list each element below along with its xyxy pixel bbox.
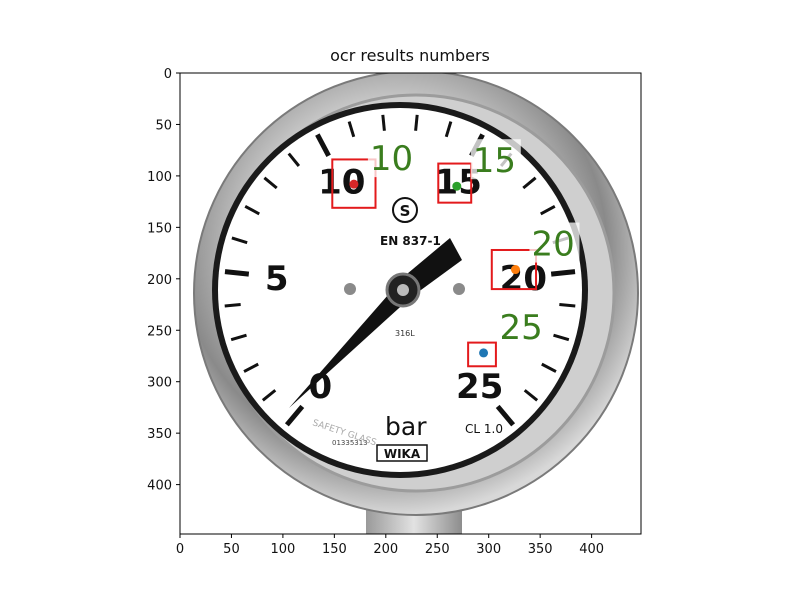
ocr-label: 25 bbox=[500, 308, 543, 348]
y-tick-label: 300 bbox=[147, 376, 172, 391]
dial-minor-tick bbox=[540, 204, 556, 216]
gauge-standard-text: EN 837-1 bbox=[380, 234, 441, 248]
x-tick-label: 300 bbox=[476, 542, 501, 557]
x-tick-label: 400 bbox=[579, 542, 604, 557]
dial-number: 5 bbox=[265, 259, 289, 299]
dial-minor-tick bbox=[287, 152, 301, 167]
dial-minor-tick bbox=[414, 114, 419, 131]
y-tick-label: 100 bbox=[147, 170, 172, 185]
ocr-point bbox=[349, 179, 359, 189]
x-tick-label: 200 bbox=[373, 542, 398, 557]
x-tick-label: 350 bbox=[528, 542, 553, 557]
x-tick-label: 0 bbox=[176, 542, 184, 557]
dial-minor-tick bbox=[381, 114, 386, 131]
ocr-label: 15 bbox=[473, 141, 516, 181]
y-tick-label: 200 bbox=[147, 273, 172, 288]
dial-number: 20 bbox=[500, 259, 547, 299]
brand-logo-letter: S bbox=[400, 202, 411, 220]
dial-screw-left bbox=[344, 283, 356, 295]
dial-major-tick bbox=[315, 133, 331, 157]
brand-logo-text: WIKA bbox=[384, 447, 421, 461]
y-tick-label: 350 bbox=[147, 427, 172, 442]
gauge-image: 0 5 10 15 20 25 S EN 837-1 316L bar CL 1.0 WI… bbox=[193, 73, 639, 534]
ocr-bounding-box bbox=[437, 162, 473, 204]
dial-number: 25 bbox=[456, 367, 503, 407]
dial-minor-tick bbox=[522, 176, 537, 190]
dial-minor-tick bbox=[243, 362, 259, 373]
dial-minor-tick bbox=[261, 389, 277, 402]
x-tick-label: 250 bbox=[425, 542, 450, 557]
axes-frame bbox=[179, 72, 642, 535]
dial-number: 10 bbox=[318, 163, 365, 203]
brand-logo-circle bbox=[392, 197, 418, 223]
y-axis: 0 50 100 150 200 250 300 350 400 bbox=[147, 67, 180, 494]
ocr-overlay: 10 15 20 25 bbox=[331, 137, 580, 368]
ocr-label-background bbox=[470, 139, 521, 180]
x-tick-label: 150 bbox=[322, 542, 347, 557]
x-tick-label: 100 bbox=[270, 542, 295, 557]
ocr-bounding-box bbox=[490, 248, 538, 291]
ocr-label-background bbox=[529, 222, 580, 263]
gauge-serial: 01335313 bbox=[332, 439, 368, 447]
y-tick-label: 400 bbox=[147, 479, 172, 494]
dial-minor-tick bbox=[347, 121, 356, 138]
dial-number: 0 bbox=[308, 367, 332, 407]
dial-minor-tick bbox=[224, 303, 241, 308]
dial-minor-tick bbox=[523, 389, 539, 402]
ocr-bounding-box bbox=[331, 158, 377, 209]
y-tick-label: 50 bbox=[155, 118, 172, 133]
x-axis: 0 50 100 150 200 250 300 350 400 bbox=[176, 534, 604, 557]
ocr-label-background bbox=[367, 137, 418, 178]
pointer-hub-center bbox=[397, 284, 409, 296]
dial-major-tick bbox=[284, 404, 305, 427]
dial-major-tick bbox=[224, 269, 250, 277]
gauge-pointer-tail bbox=[289, 287, 409, 408]
dial-minor-tick bbox=[559, 303, 576, 308]
dial-major-tick bbox=[495, 404, 516, 427]
ocr-label-background bbox=[497, 305, 548, 346]
ocr-bounding-box bbox=[467, 341, 497, 368]
dial-minor-tick bbox=[231, 236, 248, 245]
ocr-label: 20 bbox=[531, 225, 574, 265]
chart-title: ocr results numbers bbox=[330, 46, 490, 65]
y-tick-label: 250 bbox=[147, 324, 172, 339]
dial-minor-tick bbox=[230, 333, 247, 342]
ocr-point bbox=[510, 265, 520, 275]
dial-minor-tick bbox=[263, 176, 278, 190]
dial-minor-tick bbox=[444, 121, 453, 138]
brand-logo-box bbox=[376, 444, 428, 462]
ocr-point bbox=[479, 348, 489, 358]
dial-minor-tick bbox=[244, 204, 260, 216]
gauge-class-label: CL 1.0 bbox=[465, 422, 503, 436]
y-tick-label: 150 bbox=[147, 221, 172, 236]
x-tick-label: 50 bbox=[223, 542, 240, 557]
gauge-unit-label: bar bbox=[385, 412, 427, 441]
dial-ticks bbox=[224, 114, 576, 427]
dial-minor-tick bbox=[553, 333, 570, 342]
ocr-label: 10 bbox=[370, 139, 413, 179]
ocr-point bbox=[452, 181, 462, 191]
dial-major-tick bbox=[550, 269, 576, 277]
y-tick-label: 0 bbox=[164, 67, 172, 82]
dial-minor-tick bbox=[541, 362, 557, 373]
gauge-material-text: 316L bbox=[395, 329, 415, 338]
dial-screw-right bbox=[453, 283, 465, 295]
